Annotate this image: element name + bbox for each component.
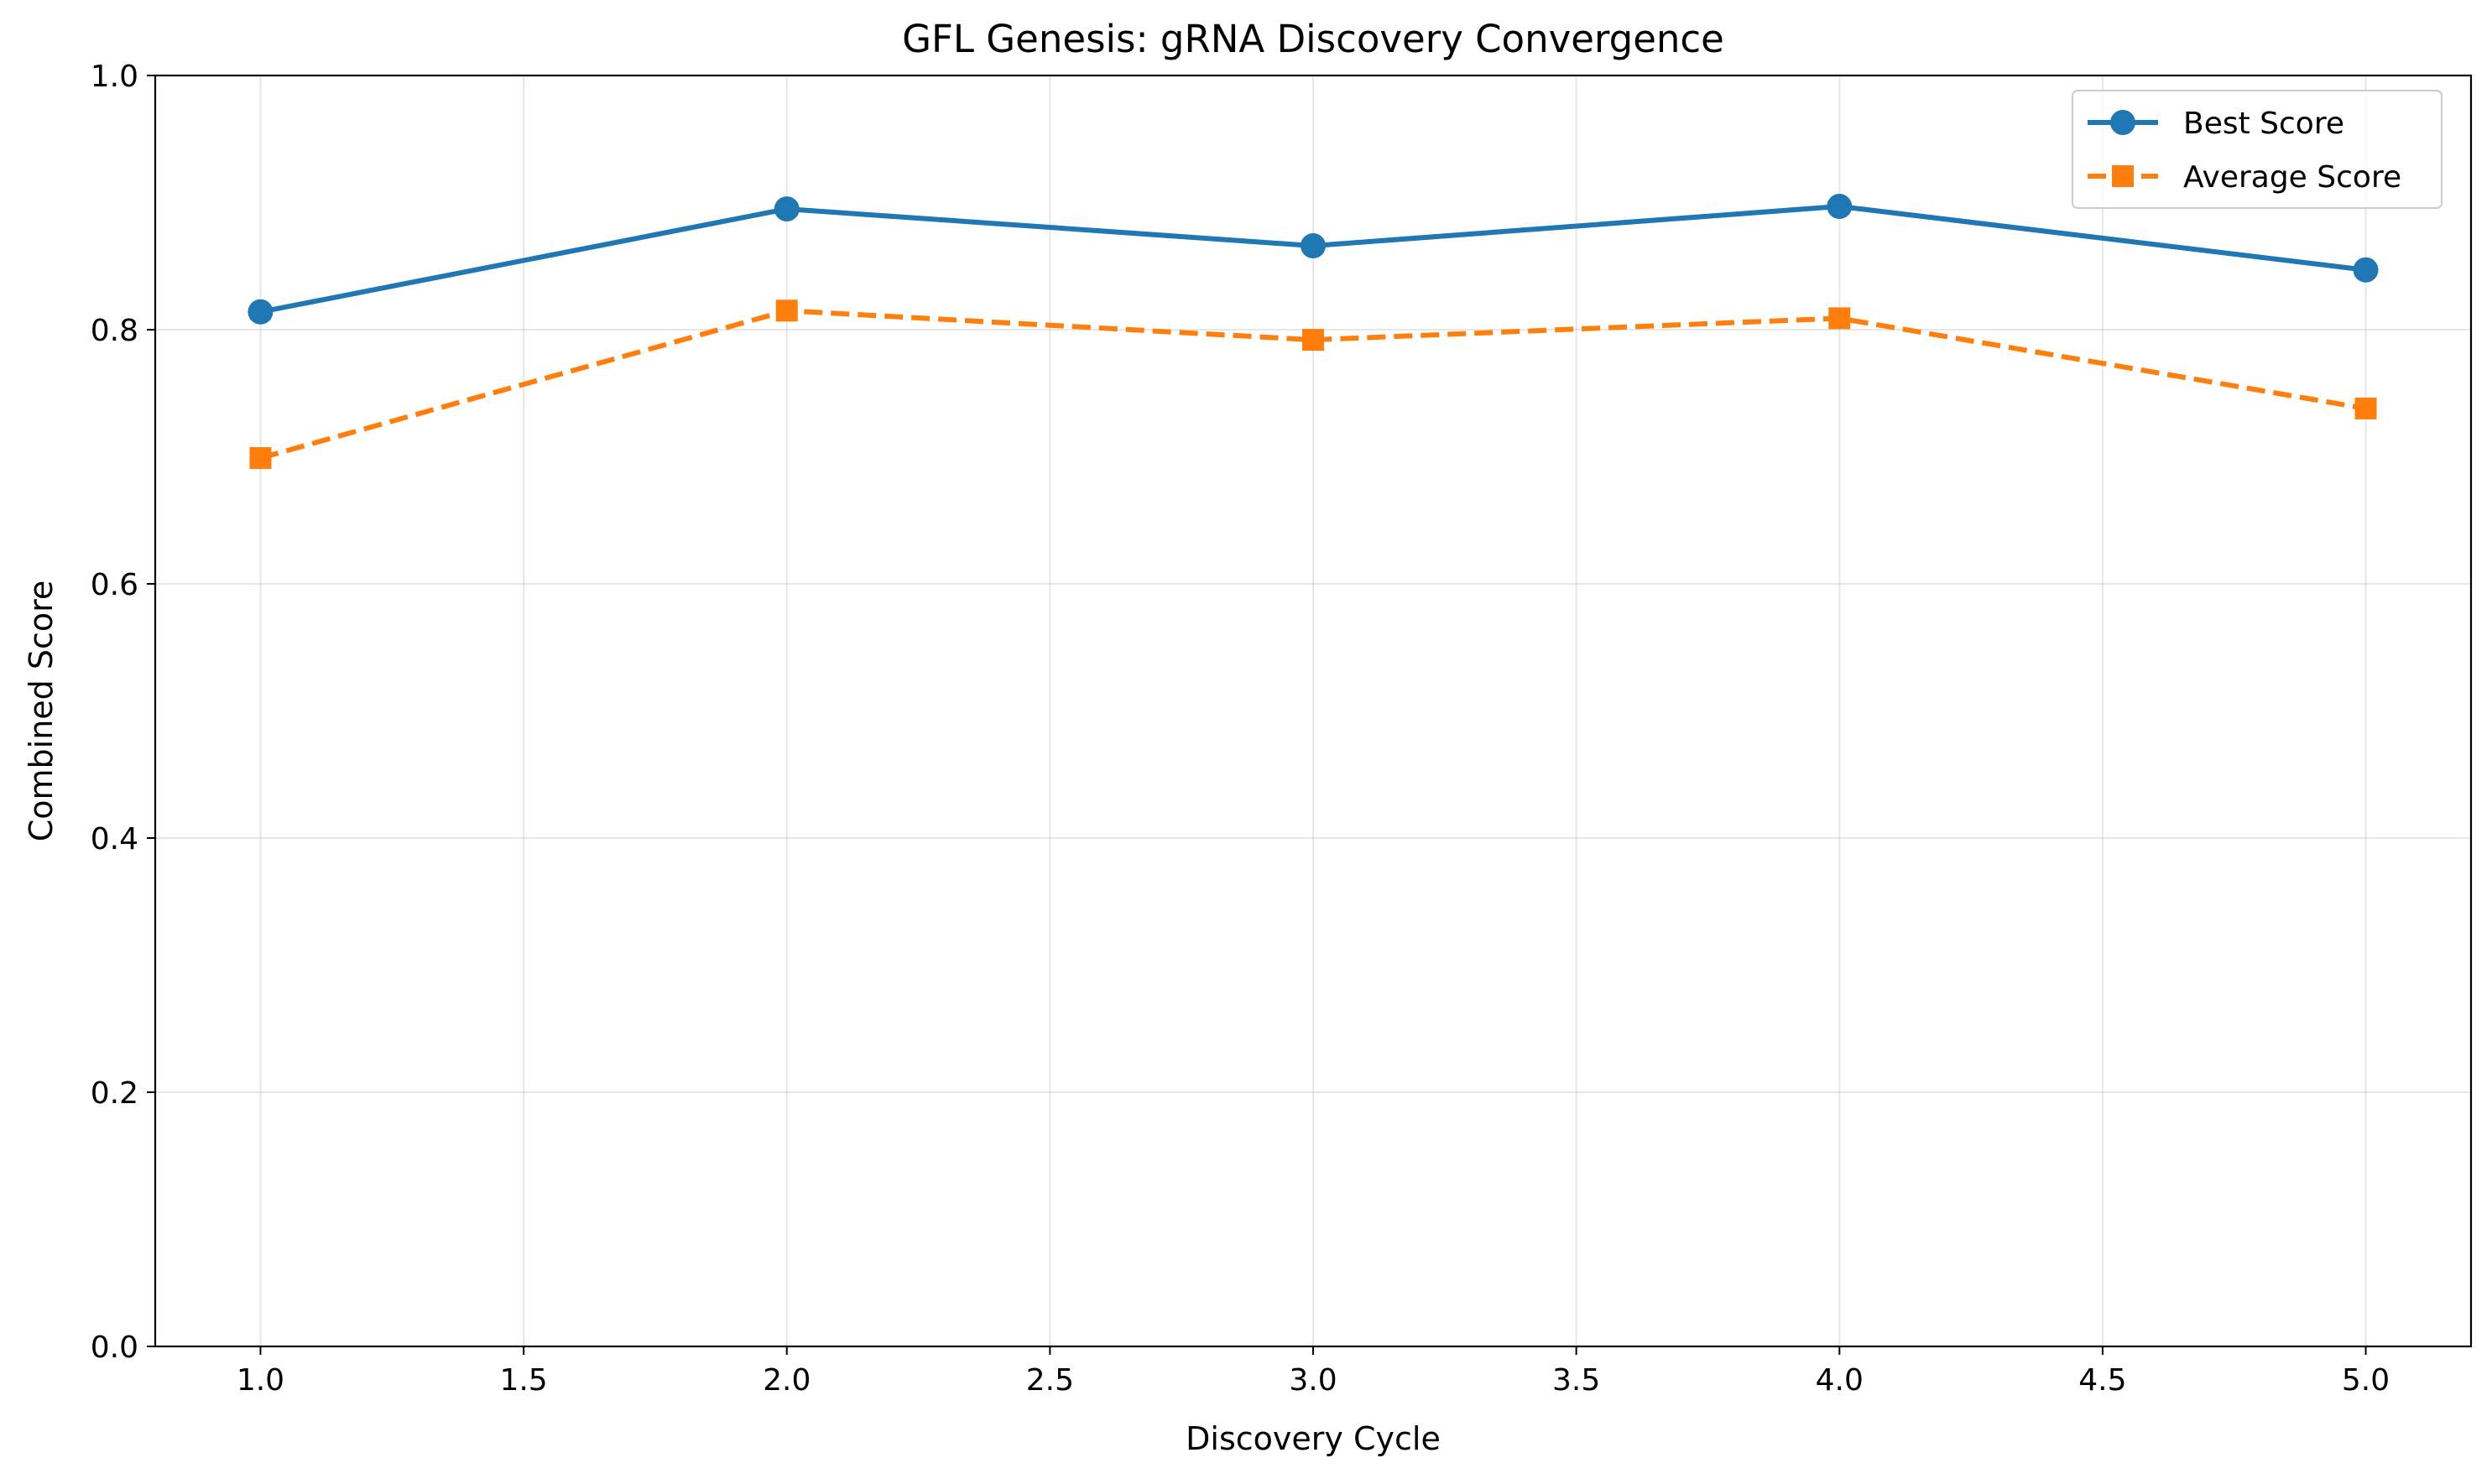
x-tick-label: 5.0 — [2342, 1363, 2390, 1398]
series-best-score — [248, 194, 2379, 325]
data-point-marker — [248, 299, 274, 325]
x-tick-label: 3.0 — [1289, 1363, 1337, 1398]
x-tick-label: 4.0 — [1816, 1363, 1864, 1398]
x-tick-label: 2.5 — [1026, 1363, 1074, 1398]
data-point-marker — [1827, 194, 1853, 220]
legend-label: Average Score — [2183, 160, 2401, 195]
data-point-marker — [2354, 397, 2377, 419]
data-point-marker — [1301, 233, 1326, 259]
axis-ticks: 1.0 1.5 2.0 2.5 3.0 3.5 4.0 4.5 5.0 0.0 0.2 0.4 0.6 0… — [91, 60, 2390, 1398]
x-tick-label: 1.5 — [499, 1363, 547, 1398]
data-point-marker — [2353, 257, 2379, 283]
y-tick-label: 1.0 — [91, 60, 138, 94]
y-tick-label: 0.6 — [91, 568, 138, 602]
y-tick-label: 0.4 — [91, 822, 138, 857]
y-tick-label: 0.0 — [91, 1330, 138, 1365]
x-tick-label: 1.0 — [237, 1363, 284, 1398]
series-layer — [248, 194, 2379, 470]
x-tick-label: 2.0 — [763, 1363, 811, 1398]
legend-item: Average Score — [2088, 160, 2401, 195]
legend-item: Best Score — [2088, 107, 2344, 141]
series-line — [259, 308, 2367, 461]
data-point-marker — [774, 196, 800, 222]
legend-label: Best Score — [2183, 107, 2344, 141]
data-point-marker — [1828, 307, 1851, 330]
series-average-score — [249, 299, 2377, 470]
legend-items: Best Score Average Score — [2088, 107, 2401, 195]
legend-marker — [2110, 110, 2135, 135]
x-tick-label: 3.5 — [1552, 1363, 1600, 1398]
y-axis-label: Combined Score — [23, 581, 60, 842]
x-tick-label: 4.5 — [2078, 1363, 2126, 1398]
x-axis-label: Discovery Cycle — [1186, 1420, 1441, 1457]
y-tick-label: 0.2 — [91, 1076, 138, 1111]
data-point-marker — [775, 299, 798, 322]
legend: Best Score Average Score — [2072, 90, 2442, 209]
legend-box — [2072, 90, 2442, 209]
data-point-marker — [1302, 329, 1324, 351]
y-tick-label: 0.8 — [91, 314, 138, 348]
chart-title: GFL Genesis: gRNA Discovery Convergence — [902, 17, 1724, 61]
data-point-marker — [249, 447, 272, 470]
legend-marker — [2112, 165, 2134, 187]
